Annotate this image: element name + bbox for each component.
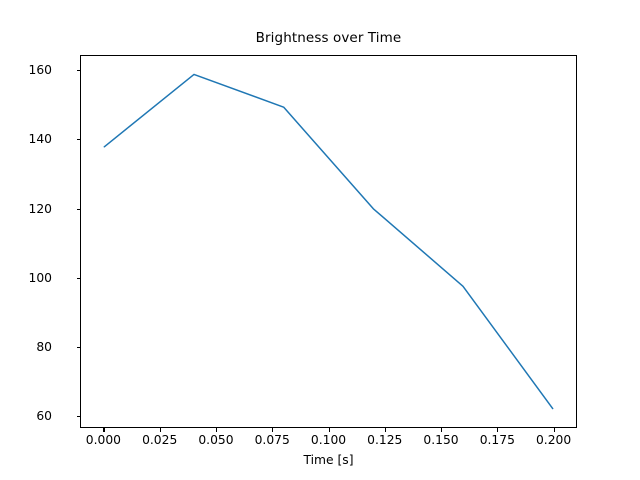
- x-tick-mark: [441, 428, 443, 432]
- plot-axes-area: [80, 55, 577, 428]
- y-tick-label: 160: [28, 63, 52, 78]
- x-tick-label: 0.150: [423, 433, 459, 447]
- x-tick-mark: [272, 428, 274, 432]
- y-tick-mark: [76, 416, 80, 418]
- x-tick-mark: [553, 428, 555, 432]
- x-tick-label: 0.075: [254, 433, 290, 447]
- x-tick-mark: [103, 428, 105, 432]
- y-tick-label: 80: [36, 340, 52, 355]
- x-tick-label: 0.100: [310, 433, 347, 447]
- x-tick-label: 0.025: [142, 433, 178, 447]
- x-axis-label: Time [s]: [303, 453, 354, 467]
- x-tick-label: 0.125: [367, 433, 403, 447]
- y-tick-label: 120: [28, 201, 52, 216]
- x-tick-mark: [215, 428, 218, 432]
- y-tick-mark: [76, 139, 80, 141]
- x-tick-mark: [497, 428, 499, 432]
- x-tick-mark: [159, 428, 161, 432]
- x-tick-label: 0.200: [535, 433, 572, 447]
- y-tick-label: 140: [28, 132, 52, 147]
- y-axis-label: Brightness: [0, 0, 18, 91]
- line-series-svg: [103, 73, 554, 410]
- x-tick-label: 0.050: [198, 433, 234, 447]
- x-tick-label: 0.175: [479, 433, 515, 447]
- y-tick-mark: [76, 208, 80, 210]
- y-tick-label: 60: [36, 409, 52, 424]
- y-tick-mark: [76, 347, 80, 349]
- y-tick-mark: [76, 277, 80, 279]
- brightness-line-series: [103, 73, 554, 410]
- x-tick-mark: [328, 428, 330, 432]
- x-tick-mark: [384, 428, 386, 432]
- y-tick-mark: [76, 70, 80, 72]
- chart-title: Brightness over Time: [255, 30, 402, 46]
- x-tick-label: 0.000: [85, 433, 122, 447]
- y-tick-label: 100: [28, 270, 52, 285]
